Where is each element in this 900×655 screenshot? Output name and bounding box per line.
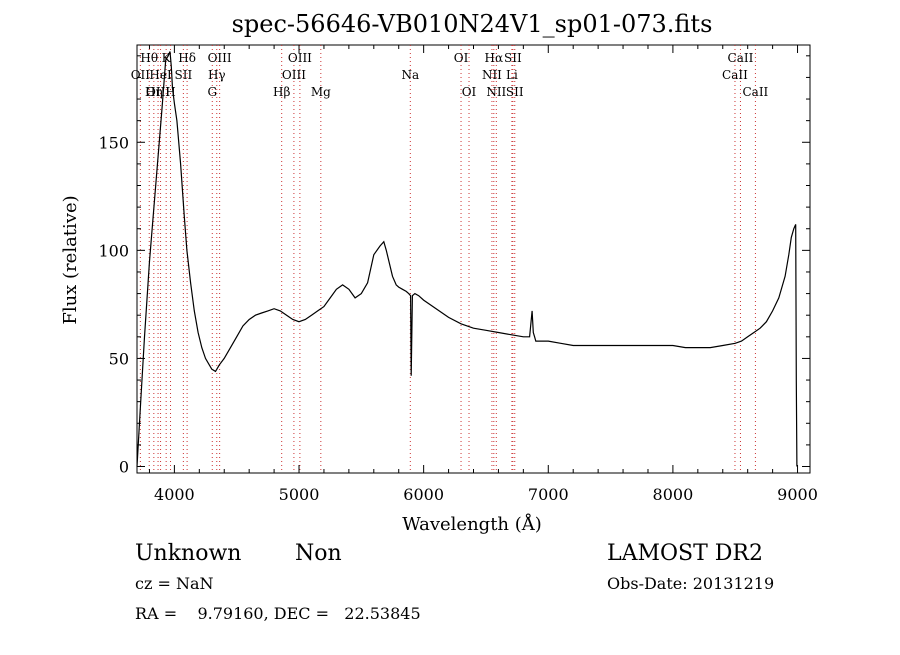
line-id-label: CaII	[728, 51, 754, 65]
line-id-label: CaII	[742, 85, 768, 99]
plot-frame	[136, 44, 811, 474]
line-id-label: OI	[462, 85, 477, 99]
line-id-label: HeI	[149, 68, 172, 82]
line-id-label: Hγ	[208, 68, 226, 82]
line-id-label: OIII	[146, 85, 170, 99]
line-id-label: OIII	[208, 51, 232, 65]
line-id-label: SII	[506, 85, 524, 99]
x-tick-label: 5000	[279, 485, 320, 504]
y-tick-label: 0	[119, 458, 129, 477]
survey-label: LAMOST DR2	[607, 541, 763, 566]
x-tick-label: 7000	[528, 485, 569, 504]
x-tick-label: 9000	[777, 485, 818, 504]
y-axis-label: Flux (relative)	[60, 195, 81, 324]
line-markers	[139, 45, 756, 473]
x-axis-label: Wavelength (Å)	[402, 513, 542, 535]
x-tick-label: 6000	[403, 485, 444, 504]
line-id-label: OII	[131, 68, 151, 82]
line-id-label: OIII	[282, 68, 306, 82]
line-id-label: H	[165, 85, 175, 99]
line-id-label: NII	[486, 85, 506, 99]
class-label: Unknown	[135, 541, 241, 566]
chart-title: spec-56646-VB010N24V1_sp01-073.fits	[232, 10, 713, 38]
y-tick-label: 100	[98, 241, 129, 260]
line-id-label: OI	[454, 51, 469, 65]
line-id-label: Li	[506, 68, 518, 82]
line-id-label: SII	[175, 68, 193, 82]
line-id-label: Na	[401, 68, 419, 82]
cz-label: cz = NaN	[135, 574, 214, 593]
line-id-label: Hη	[145, 85, 163, 99]
line-id-label: OIII	[288, 51, 312, 65]
line-id-label: Hδ	[178, 51, 196, 65]
x-tick-label: 4000	[154, 485, 195, 504]
line-id-label: Hβ	[273, 85, 290, 99]
line-id-label: SII	[504, 51, 522, 65]
coords-label: RA = 9.79160, DEC = 22.53845	[135, 604, 421, 623]
axis-ticks: 4000 5000 6000 7000 8000 9000 0 50 100 150	[98, 45, 818, 504]
line-id-label: Mg	[311, 85, 331, 99]
subclass-label: Non	[295, 541, 342, 566]
y-tick-label: 150	[98, 133, 129, 152]
spectrum-line	[136, 51, 798, 467]
line-id-label: NII	[482, 68, 502, 82]
line-id-label: Hθ	[140, 51, 158, 65]
obs-date-label: Obs-Date: 20131219	[607, 574, 774, 593]
y-tick-label: 50	[109, 349, 129, 368]
line-id-label: CaII	[722, 68, 748, 82]
x-tick-label: 8000	[653, 485, 694, 504]
line-id-label: Hα	[485, 51, 504, 65]
line-id-label: G	[207, 85, 217, 99]
